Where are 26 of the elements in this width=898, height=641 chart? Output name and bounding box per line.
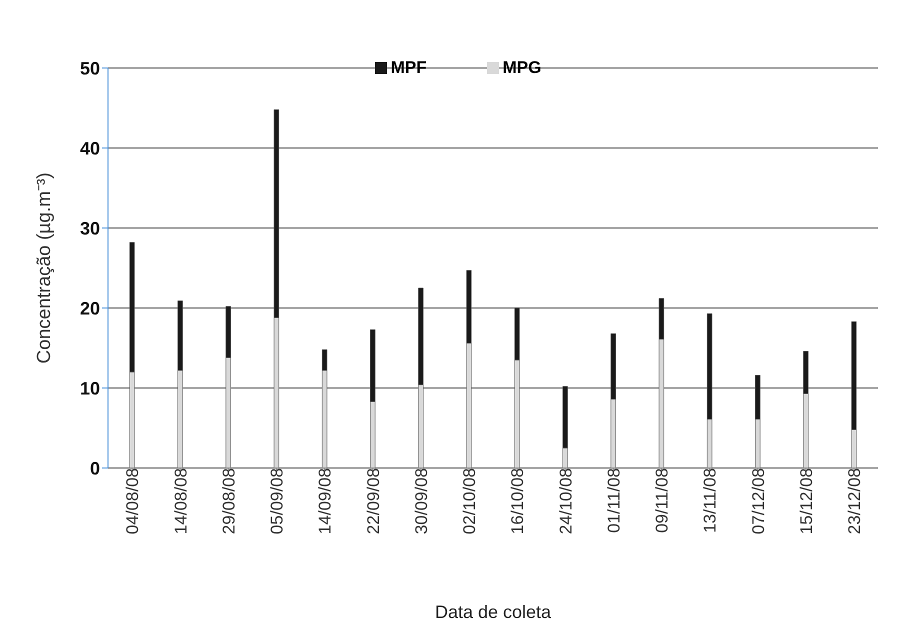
- y-tick-label: 30: [80, 218, 100, 238]
- y-tick-label: 40: [80, 138, 100, 158]
- x-tick-label: 05/09/08: [268, 468, 287, 534]
- x-tick-label: 30/09/08: [412, 468, 431, 534]
- x-tick-label: 22/09/08: [364, 468, 383, 534]
- x-tick-label: 29/08/08: [219, 468, 238, 534]
- x-tick-label: 15/12/08: [796, 468, 816, 534]
- x-axis-title: Data de coleta: [434, 602, 552, 622]
- y-tick-label: 20: [80, 298, 100, 318]
- x-tick-label: 04/08/08: [123, 468, 142, 534]
- x-tick-label: 13/11/08: [700, 468, 720, 533]
- y-axis-title: Concentração (µg.m⁻³): [34, 172, 55, 364]
- x-tick-label: 16/10/08: [508, 468, 528, 534]
- y-tick-label: 50: [80, 58, 100, 78]
- x-tick-label: 07/12/08: [748, 468, 768, 534]
- x-tick-label: 23/12/08: [845, 468, 864, 534]
- x-tick-label: 14/09/08: [316, 468, 335, 534]
- legend-label: MPG: [502, 58, 542, 78]
- legend-label: MPF: [390, 58, 427, 78]
- x-tick-label: 01/11/08: [604, 468, 624, 533]
- y-tick-label: 0: [90, 458, 100, 478]
- x-tick-label: 24/10/08: [556, 468, 576, 534]
- x-tick-label: 14/08/08: [171, 468, 190, 534]
- x-tick-label: 02/10/08: [460, 468, 480, 534]
- y-tick-label: 10: [80, 378, 100, 398]
- x-tick-label: 09/11/08: [652, 468, 672, 533]
